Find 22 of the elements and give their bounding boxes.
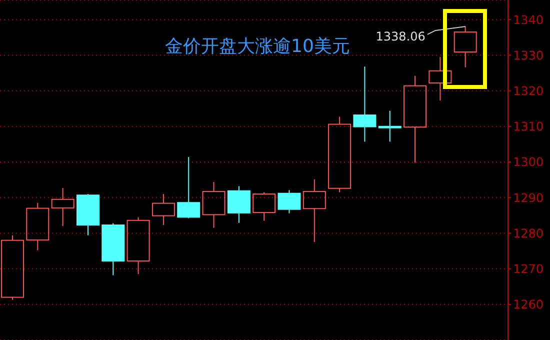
y-tick-label: 1320	[513, 84, 544, 98]
candlestick	[202, 181, 226, 228]
candlestick	[26, 202, 50, 251]
text: 金价开盘大涨逾10美元	[165, 35, 350, 58]
candlestick	[126, 216, 150, 275]
candlestick	[152, 194, 175, 226]
y-tick-label: 1260	[513, 298, 544, 312]
y-tick-label: 1280	[513, 226, 544, 240]
y-tick-label: 1270	[513, 262, 544, 276]
candlestick	[353, 66, 376, 142]
candlestick	[51, 187, 74, 227]
y-tick-label: 1310	[513, 120, 544, 134]
y-tick-label: 1300	[513, 155, 544, 170]
y-tick-label: 1340	[513, 12, 544, 27]
y-tick-label: 1290	[513, 190, 544, 205]
candlestick	[428, 56, 452, 101]
candlestick	[227, 186, 250, 224]
candlestick	[302, 178, 326, 243]
candlestick	[404, 75, 427, 164]
y-tick-label: 1330	[513, 48, 544, 62]
candlestick	[378, 110, 402, 142]
annotation: 1338.06	[376, 29, 426, 44]
